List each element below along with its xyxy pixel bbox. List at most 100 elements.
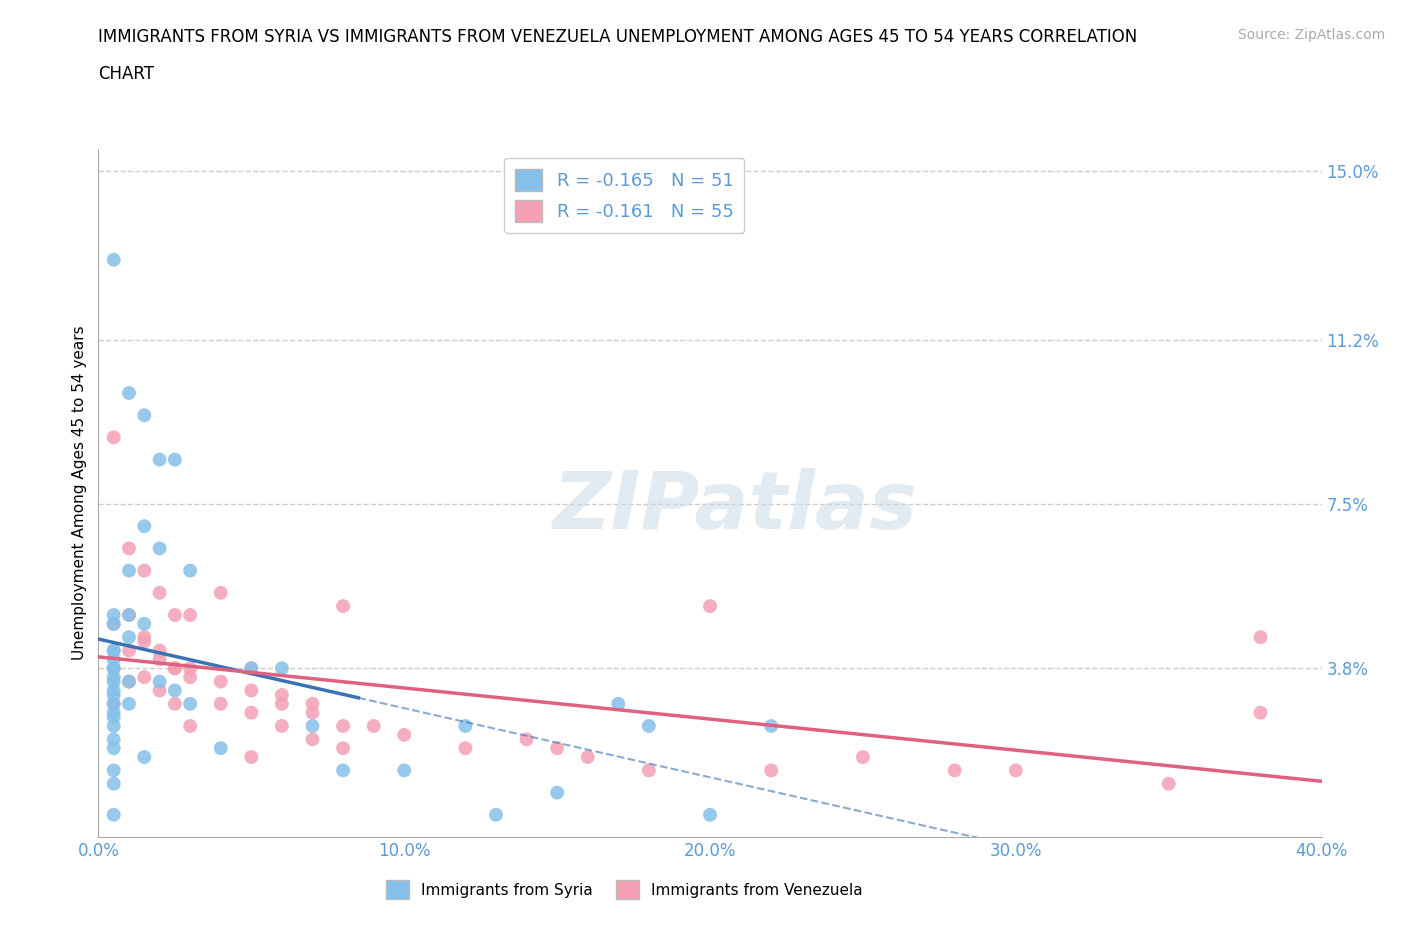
Point <box>103 719 125 734</box>
Point <box>118 541 141 556</box>
Point <box>149 585 172 600</box>
Point <box>103 661 125 676</box>
Point <box>270 661 292 676</box>
Point <box>103 430 125 445</box>
Point <box>209 697 232 711</box>
Text: CHART: CHART <box>98 65 155 83</box>
Point <box>546 785 568 800</box>
Point <box>118 386 141 401</box>
Point <box>149 683 172 698</box>
Point <box>301 719 323 734</box>
Point <box>149 674 172 689</box>
Point <box>118 643 141 658</box>
Point <box>103 674 125 689</box>
Point <box>163 661 186 676</box>
Point <box>118 630 141 644</box>
Text: ZIPatlas: ZIPatlas <box>553 468 917 546</box>
Point <box>332 741 354 756</box>
Point <box>118 607 141 622</box>
Point <box>637 763 661 777</box>
Point <box>209 741 232 756</box>
Point <box>103 643 125 658</box>
Point <box>149 652 172 667</box>
Point <box>103 777 125 791</box>
Point <box>103 697 125 711</box>
Point <box>103 732 125 747</box>
Point <box>270 687 292 702</box>
Point <box>576 750 599 764</box>
Y-axis label: Unemployment Among Ages 45 to 54 years: Unemployment Among Ages 45 to 54 years <box>72 326 87 660</box>
Point <box>103 683 125 698</box>
Point <box>103 807 125 822</box>
Point <box>270 697 292 711</box>
Point <box>363 719 385 734</box>
Point <box>392 763 416 777</box>
Point <box>103 670 125 684</box>
Point <box>163 607 186 622</box>
Point <box>240 661 263 676</box>
Point <box>1004 763 1026 777</box>
Point <box>103 763 125 777</box>
Point <box>149 452 172 467</box>
Point <box>103 643 125 658</box>
Point <box>134 519 156 534</box>
Point <box>240 661 263 676</box>
Point <box>149 541 172 556</box>
Point <box>118 697 141 711</box>
Point <box>103 710 125 724</box>
Point <box>1157 777 1180 791</box>
Point <box>134 630 156 644</box>
Point <box>209 585 232 600</box>
Point <box>607 697 630 711</box>
Point <box>301 697 323 711</box>
Text: Source: ZipAtlas.com: Source: ZipAtlas.com <box>1237 28 1385 42</box>
Legend: Immigrants from Syria, Immigrants from Venezuela: Immigrants from Syria, Immigrants from V… <box>380 874 869 905</box>
Point <box>759 719 782 734</box>
Point <box>546 741 568 756</box>
Point <box>240 705 263 720</box>
Point <box>759 763 782 777</box>
Point <box>1249 705 1271 720</box>
Point <box>103 652 125 667</box>
Point <box>163 452 186 467</box>
Point <box>103 705 125 720</box>
Text: IMMIGRANTS FROM SYRIA VS IMMIGRANTS FROM VENEZUELA UNEMPLOYMENT AMONG AGES 45 TO: IMMIGRANTS FROM SYRIA VS IMMIGRANTS FROM… <box>98 28 1137 46</box>
Point <box>699 807 721 822</box>
Point <box>179 697 201 711</box>
Point <box>134 564 156 578</box>
Point <box>301 732 323 747</box>
Point <box>118 674 141 689</box>
Point <box>485 807 508 822</box>
Point <box>392 727 416 742</box>
Point <box>1249 630 1271 644</box>
Point <box>103 617 125 631</box>
Point <box>103 741 125 756</box>
Point <box>240 683 263 698</box>
Point <box>103 607 125 622</box>
Point <box>134 407 156 422</box>
Point <box>134 750 156 764</box>
Point <box>163 661 186 676</box>
Point <box>103 687 125 702</box>
Point <box>332 763 354 777</box>
Point <box>179 607 201 622</box>
Point <box>454 741 477 756</box>
Point <box>179 564 201 578</box>
Point <box>516 732 538 747</box>
Point <box>943 763 966 777</box>
Point <box>179 719 201 734</box>
Point <box>209 674 232 689</box>
Point <box>118 607 141 622</box>
Point <box>301 705 323 720</box>
Point <box>270 719 292 734</box>
Point <box>179 661 201 676</box>
Point <box>134 670 156 684</box>
Point <box>134 617 156 631</box>
Point <box>332 599 354 614</box>
Point <box>134 634 156 649</box>
Point <box>454 719 477 734</box>
Point <box>149 643 172 658</box>
Point <box>699 599 721 614</box>
Point <box>103 252 125 267</box>
Point <box>103 617 125 631</box>
